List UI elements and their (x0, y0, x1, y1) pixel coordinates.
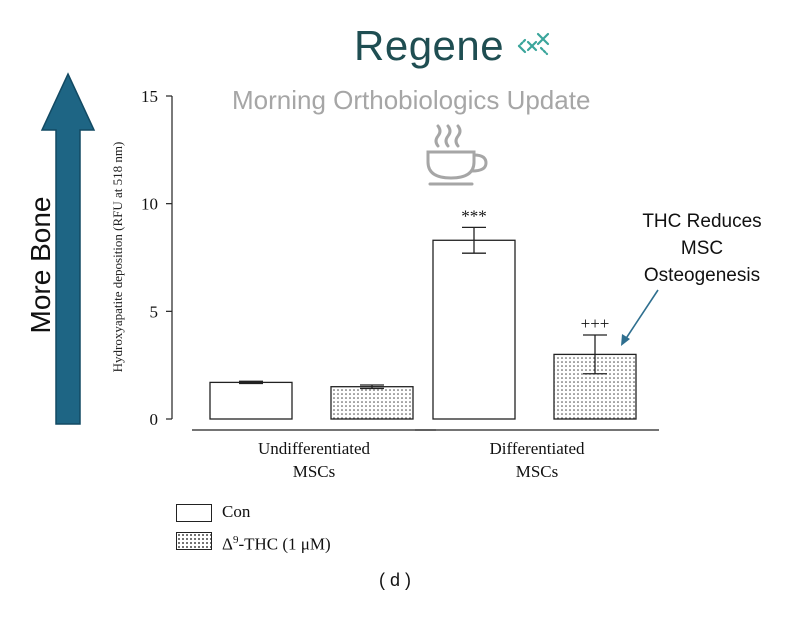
x-group-label: Undifferentiated (258, 439, 371, 458)
legend-thc-sup: 9 (232, 534, 239, 546)
legend-label-thc: Δ9-THC (1 μM) (222, 528, 331, 557)
legend-thc-prefix: Δ (222, 534, 233, 554)
callout-arrow-icon (621, 289, 659, 346)
bar (432, 239, 516, 420)
y-tick-label: 10 (141, 195, 158, 214)
y-tick-label: 5 (150, 302, 159, 321)
significance-label: *** (461, 206, 487, 225)
callout-text: THC Reduces MSC Osteogenesis (622, 208, 782, 289)
x-group-label: MSCs (293, 462, 336, 481)
callout-line-3: Osteogenesis (643, 265, 761, 286)
y-tick-label: 15 (141, 87, 158, 106)
panel-label: ( d ) (378, 570, 411, 590)
brand-name: Regene (354, 22, 505, 69)
coffee-cup-icon (426, 124, 488, 186)
legend-label-con: Con (222, 502, 251, 521)
legend-thc-suffix: -THC (1 μM) (238, 534, 331, 554)
callout-line-1: THC Reduces (642, 211, 762, 232)
y-tick-label: 0 (150, 410, 159, 429)
x-group-label: Differentiated (489, 439, 585, 458)
legend-swatch-thc (176, 532, 212, 550)
callout-line-2: MSC (680, 238, 724, 259)
legend-swatch-con (176, 504, 212, 522)
brand-x-mark-icon (517, 32, 550, 56)
bar (330, 386, 414, 420)
bar (209, 381, 293, 420)
up-arrow-icon (40, 72, 96, 425)
significance-label: +++ (581, 314, 610, 333)
brand-logo: Regene (340, 18, 570, 74)
page-subtitle: Morning Orthobiologics Update (232, 85, 591, 115)
x-group-label: MSCs (516, 462, 559, 481)
